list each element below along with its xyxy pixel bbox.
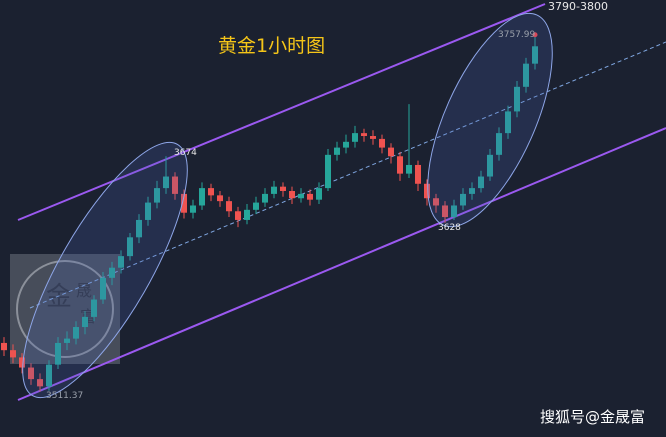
candle-body bbox=[496, 133, 502, 155]
candle-body bbox=[334, 147, 340, 155]
channel-middle bbox=[29, 41, 666, 309]
candle-body bbox=[73, 327, 79, 339]
candle-body bbox=[370, 136, 376, 139]
candle-body bbox=[100, 277, 106, 300]
candle-body bbox=[469, 188, 475, 194]
low-label: 3628 bbox=[438, 223, 461, 233]
logo-char: 晟 bbox=[76, 281, 92, 300]
last-high-dot bbox=[532, 32, 538, 38]
candle-body bbox=[28, 367, 34, 380]
candle-body bbox=[244, 209, 250, 220]
candle-body bbox=[181, 193, 187, 213]
candles bbox=[1, 32, 538, 392]
candle-body bbox=[487, 154, 493, 177]
candle-body bbox=[163, 176, 169, 189]
candle-body bbox=[217, 195, 223, 202]
candle-body bbox=[154, 188, 160, 203]
candle-body bbox=[253, 202, 259, 210]
candle-body bbox=[388, 147, 394, 157]
candle-body bbox=[307, 193, 313, 200]
candle-body bbox=[433, 198, 439, 206]
candle-body bbox=[91, 299, 97, 317]
candle-body bbox=[262, 193, 268, 203]
candle-body bbox=[235, 211, 241, 220]
candle-body bbox=[145, 202, 151, 220]
candle-body bbox=[424, 183, 430, 199]
high-label: 3757.99 bbox=[498, 30, 535, 40]
candle-body bbox=[406, 164, 412, 174]
candle-body bbox=[127, 237, 133, 257]
candle-body bbox=[136, 219, 142, 238]
candle-body bbox=[172, 176, 178, 194]
candle-body bbox=[361, 133, 367, 137]
candle-body bbox=[10, 350, 16, 358]
candle-body bbox=[226, 201, 232, 212]
candle-body bbox=[19, 357, 25, 368]
candle-body bbox=[397, 156, 403, 174]
candle-body bbox=[523, 63, 529, 87]
candle-body bbox=[55, 342, 61, 365]
candle-body bbox=[442, 205, 448, 218]
highlight-ellipse bbox=[22, 141, 188, 399]
candle-body bbox=[460, 193, 466, 206]
candle-body bbox=[343, 141, 349, 148]
candle-body bbox=[352, 133, 358, 142]
candle-body bbox=[37, 379, 43, 387]
candle-body bbox=[505, 111, 511, 134]
candle-body bbox=[109, 267, 115, 278]
candle-body bbox=[289, 191, 295, 199]
candle-body bbox=[190, 205, 196, 213]
candle-body bbox=[64, 338, 70, 343]
candle-body bbox=[532, 46, 538, 64]
high-label: 3674 bbox=[174, 148, 197, 158]
candle-body bbox=[199, 188, 205, 206]
candle-body bbox=[208, 188, 214, 196]
low-label: 3511.37 bbox=[46, 391, 83, 401]
candle-body bbox=[118, 256, 124, 268]
logo-box bbox=[10, 254, 120, 364]
channel-upper bbox=[17, 3, 546, 221]
candle-body bbox=[478, 176, 484, 189]
logo-ring bbox=[16, 260, 114, 358]
chart-title: 黄金1小时图 bbox=[218, 35, 325, 57]
candle-body bbox=[325, 154, 331, 189]
candle-body bbox=[271, 186, 277, 194]
logo-char: 金 bbox=[46, 282, 72, 312]
candle-body bbox=[451, 205, 457, 218]
candle-body bbox=[514, 86, 520, 112]
target-label: 3790-3800 bbox=[548, 0, 608, 13]
candle-body bbox=[316, 188, 322, 200]
candle-body bbox=[1, 342, 7, 351]
candle-body bbox=[379, 138, 385, 148]
candle-body bbox=[280, 186, 286, 192]
candle-body bbox=[415, 164, 421, 184]
candle-body bbox=[82, 316, 88, 328]
watermark: 搜狐号@金晟富 bbox=[540, 408, 645, 426]
candle-body bbox=[46, 364, 52, 387]
channel-lower bbox=[17, 127, 666, 401]
candle-body bbox=[298, 193, 304, 199]
highlight-ellipse bbox=[427, 12, 553, 228]
